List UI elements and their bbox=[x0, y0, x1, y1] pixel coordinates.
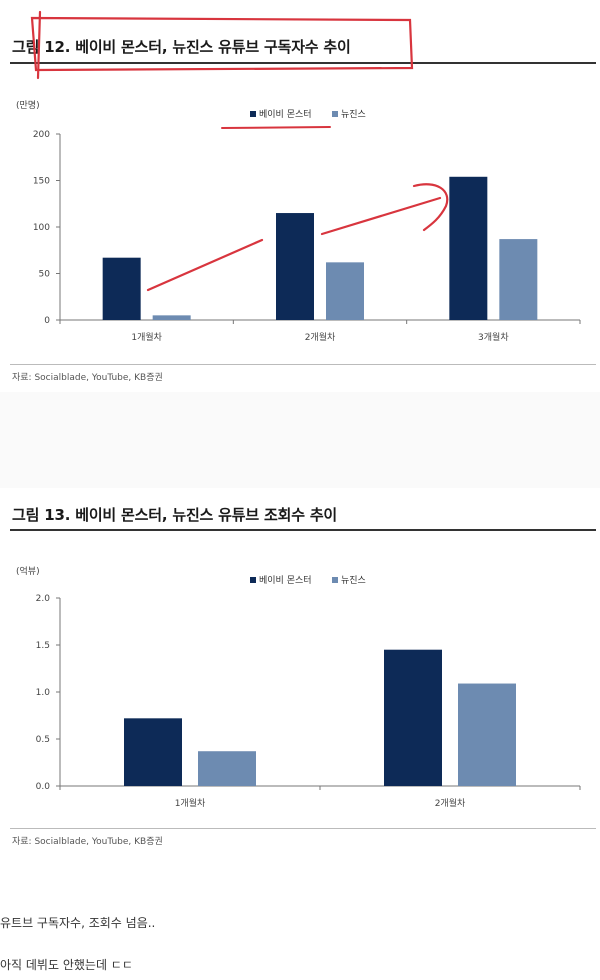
bar bbox=[384, 649, 442, 786]
y-tick-label: 150 bbox=[33, 177, 50, 187]
spacer-band bbox=[0, 392, 600, 488]
legend-entry: 베이비 몬스터 bbox=[259, 575, 312, 586]
bar bbox=[276, 213, 314, 320]
bar bbox=[102, 257, 141, 320]
annotation-title-box bbox=[30, 10, 414, 80]
y-tick-label: 50 bbox=[39, 270, 51, 280]
legend-swatch bbox=[332, 111, 338, 117]
bar bbox=[152, 315, 191, 320]
source-rule bbox=[10, 828, 596, 829]
chart-panel-subscribers: 그림 12. 베이비 몬스터, 뉴진스 유튜브 구독자수 추이 (만명) 베이비 … bbox=[0, 0, 600, 392]
red-annotation-layer bbox=[30, 10, 449, 292]
annotation-trend-arrow bbox=[320, 183, 449, 236]
x-tick-label: 1개월차 bbox=[131, 331, 162, 343]
annotation-legend-underline bbox=[221, 126, 331, 129]
bar bbox=[124, 718, 182, 786]
x-tick-label: 2개월차 bbox=[435, 797, 466, 809]
y-tick-label: 1.0 bbox=[36, 688, 51, 698]
y-tick-label: 0.0 bbox=[36, 782, 51, 792]
legend-swatch bbox=[250, 577, 256, 583]
bar bbox=[458, 683, 516, 786]
caption-line-1: 유트브 구독자수, 조회수 넘음.. bbox=[0, 916, 156, 930]
y-unit-label: (억뷰) bbox=[16, 565, 40, 577]
caption-line-2: 아직 데뷔도 안했는데 ㄷㄷ bbox=[0, 958, 133, 972]
x-tick-label: 1개월차 bbox=[175, 797, 206, 809]
y-unit-label: (만명) bbox=[16, 100, 40, 111]
legend-entry: 뉴진스 bbox=[341, 575, 366, 586]
title-rule bbox=[10, 529, 596, 531]
figure-title: 그림 13. 베이비 몬스터, 뉴진스 유튜브 조회수 추이 bbox=[12, 506, 338, 524]
bar bbox=[326, 262, 364, 320]
bar bbox=[499, 239, 538, 320]
x-tick-label: 3개월차 bbox=[478, 331, 509, 343]
title-rule bbox=[10, 62, 596, 64]
source-note: 자료: Socialblade, YouTube, KB증권 bbox=[12, 373, 163, 383]
subscribers-bar-chart: (만명) 베이비 몬스터 뉴진스 0 50 100 150 200 1개월차 2개월차 3개월차 bbox=[16, 100, 581, 343]
legend-swatch bbox=[250, 111, 256, 117]
figure-title: 그림 12. 베이비 몬스터, 뉴진스 유튜브 구독자수 추이 bbox=[12, 38, 351, 56]
bar bbox=[449, 176, 488, 320]
y-tick-label: 100 bbox=[33, 223, 50, 233]
y-tick-label: 200 bbox=[33, 130, 50, 140]
y-tick-label: 0 bbox=[44, 316, 50, 326]
source-note: 자료: Socialblade, YouTube, KB증권 bbox=[12, 837, 163, 847]
legend-swatch bbox=[332, 577, 338, 583]
views-bar-chart: (억뷰) 베이비 몬스터 뉴진스 0.0 0.5 1.0 1.5 2.0 1개월차 2개월차 bbox=[16, 565, 581, 809]
y-tick-label: 0.5 bbox=[36, 735, 50, 745]
bar bbox=[198, 751, 256, 786]
y-tick-label: 1.5 bbox=[36, 641, 50, 651]
legend-entry: 베이비 몬스터 bbox=[259, 109, 312, 120]
annotation-trend-arrow bbox=[146, 238, 264, 292]
source-rule bbox=[10, 364, 596, 365]
x-tick-label: 2개월차 bbox=[305, 331, 336, 343]
y-tick-label: 2.0 bbox=[36, 594, 51, 604]
legend-entry: 뉴진스 bbox=[341, 109, 366, 120]
chart-panel-views: 그림 13. 베이비 몬스터, 뉴진스 유튜브 조회수 추이 (억뷰) 베이비 몬… bbox=[0, 488, 600, 847]
